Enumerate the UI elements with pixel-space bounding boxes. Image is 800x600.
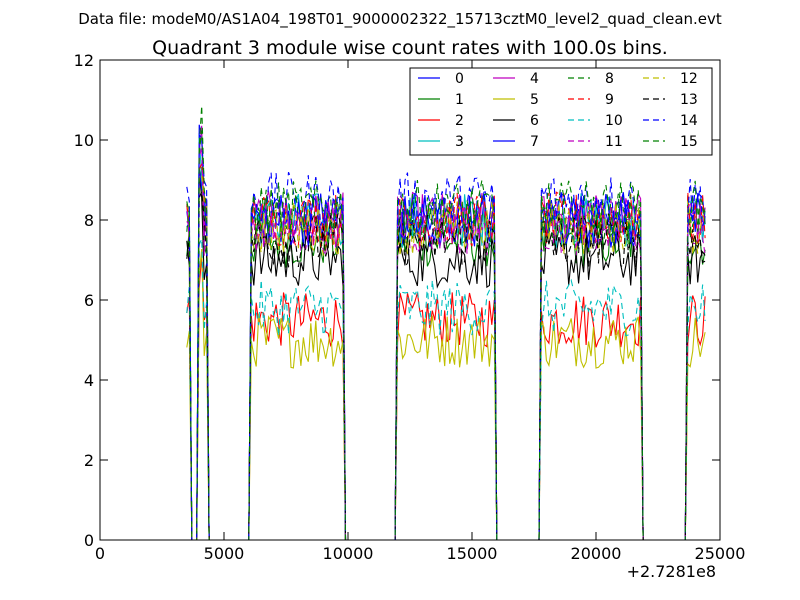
y-tick-label: 8 — [84, 211, 94, 230]
suptitle: Data file: modeM0/AS1A04_198T01_90000023… — [78, 10, 722, 29]
series-line-15 — [186, 105, 706, 541]
y-tick-label: 2 — [84, 451, 94, 470]
series-line-14 — [186, 132, 706, 541]
y-tick-label: 12 — [74, 51, 94, 70]
series-line-10 — [186, 238, 706, 541]
legend-label-0: 0 — [455, 71, 464, 87]
y-tick-label: 6 — [84, 291, 94, 310]
legend-label-13: 13 — [680, 92, 698, 108]
legend-label-8: 8 — [605, 71, 614, 87]
legend-label-1: 1 — [455, 92, 464, 108]
series-line-2 — [186, 254, 706, 541]
chart-title: Quadrant 3 module wise count rates with … — [152, 37, 668, 59]
y-tick-label: 0 — [84, 531, 94, 550]
series-line-12 — [186, 173, 706, 541]
legend-label-14: 14 — [680, 113, 698, 129]
legend-label-7: 7 — [530, 134, 539, 150]
series-line-5 — [186, 248, 706, 541]
y-tick-label: 4 — [84, 371, 94, 390]
legend-label-10: 10 — [605, 113, 623, 129]
legend-label-15: 15 — [680, 134, 698, 150]
legend-label-5: 5 — [530, 92, 539, 108]
legend-label-4: 4 — [530, 71, 539, 87]
x-tick-label: 25000 — [695, 544, 746, 563]
x-tick-label: 5000 — [204, 544, 245, 563]
x-tick-label: 15000 — [447, 544, 498, 563]
x-tick-label: 20000 — [571, 544, 622, 563]
legend-label-2: 2 — [455, 113, 464, 129]
y-tick-label: 10 — [74, 131, 94, 150]
legend-label-6: 6 — [530, 113, 539, 129]
legend-label-12: 12 — [680, 71, 698, 87]
legend-label-11: 11 — [605, 134, 623, 150]
series-group — [186, 105, 706, 541]
x-offset-label: +2.7281e8 — [627, 562, 716, 581]
x-tick-label: 10000 — [323, 544, 374, 563]
x-tick-label: 0 — [95, 544, 105, 563]
legend-frame — [409, 67, 713, 156]
legend-label-3: 3 — [455, 134, 464, 150]
x-axis: 0 5000 10000 15000 20000 25000 — [95, 60, 746, 563]
series-line-13 — [186, 191, 706, 541]
legend-label-9: 9 — [605, 92, 614, 108]
